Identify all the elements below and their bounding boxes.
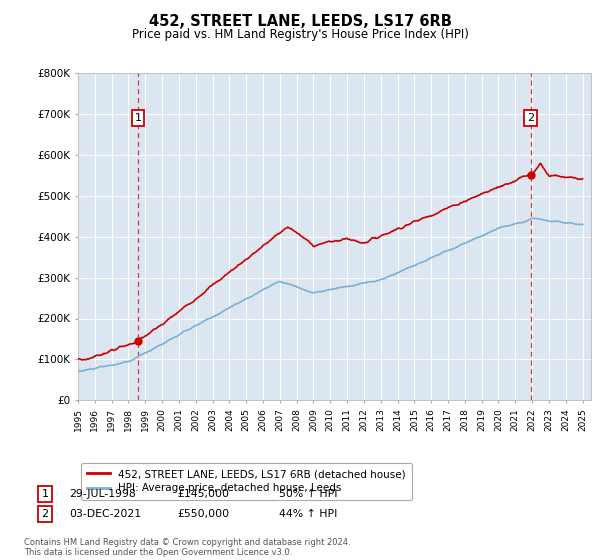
Text: 50% ↑ HPI: 50% ↑ HPI (279, 489, 337, 499)
Text: 1: 1 (41, 489, 49, 499)
Text: 452, STREET LANE, LEEDS, LS17 6RB: 452, STREET LANE, LEEDS, LS17 6RB (149, 14, 451, 29)
Text: £550,000: £550,000 (177, 509, 229, 519)
Text: 1: 1 (134, 113, 142, 123)
Text: 2: 2 (527, 113, 535, 123)
Text: 2: 2 (41, 509, 49, 519)
Legend: 452, STREET LANE, LEEDS, LS17 6RB (detached house), HPI: Average price, detached: 452, STREET LANE, LEEDS, LS17 6RB (detac… (80, 463, 412, 500)
Text: 44% ↑ HPI: 44% ↑ HPI (279, 509, 337, 519)
Text: 03-DEC-2021: 03-DEC-2021 (69, 509, 141, 519)
Text: 29-JUL-1998: 29-JUL-1998 (69, 489, 136, 499)
Text: £145,000: £145,000 (177, 489, 229, 499)
Text: Contains HM Land Registry data © Crown copyright and database right 2024.
This d: Contains HM Land Registry data © Crown c… (24, 538, 350, 557)
Text: Price paid vs. HM Land Registry's House Price Index (HPI): Price paid vs. HM Land Registry's House … (131, 28, 469, 41)
